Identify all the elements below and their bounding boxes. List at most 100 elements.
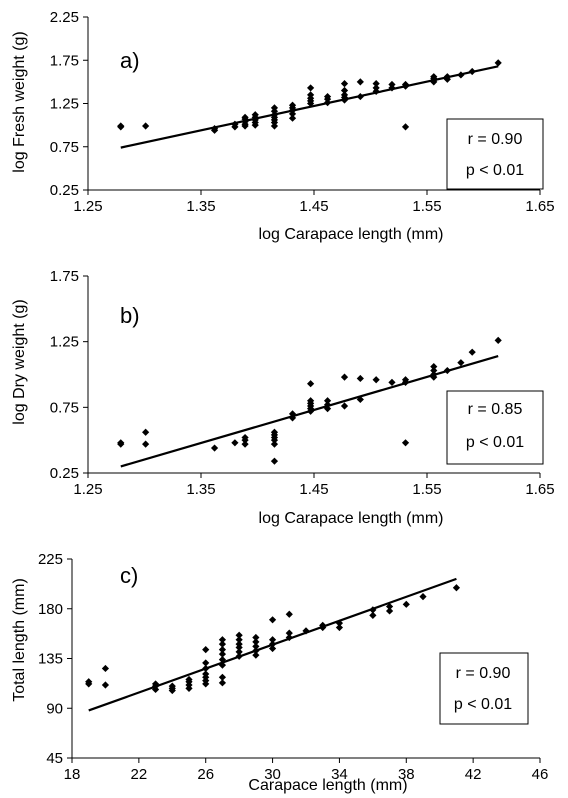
y-tick-label: 135 [38, 651, 63, 668]
data-point [372, 376, 380, 384]
x-tick-label: 22 [131, 766, 148, 783]
data-point [117, 122, 125, 130]
p-value: p < 0.01 [466, 434, 524, 451]
x-tick-label: 46 [532, 766, 549, 783]
data-point [307, 397, 315, 405]
correlation-r: r = 0.90 [456, 665, 511, 682]
x-tick-label: 1.55 [412, 198, 441, 215]
x-tick-label: 1.65 [525, 481, 554, 498]
data-point [452, 584, 461, 592]
panel-b-dry-weight: b) log Dry weight (g) log Carapace lengt… [11, 268, 555, 527]
panel-c-total-length: c) Total length (mm) Carapace length (mm… [11, 551, 548, 794]
data-point [210, 124, 219, 133]
data-point [323, 405, 332, 413]
x-tick-label: 1.45 [299, 481, 328, 498]
data-point [142, 428, 150, 436]
data-point [356, 395, 364, 404]
data-point [268, 640, 277, 648]
x-tick-label: 18 [64, 766, 81, 783]
data-point [251, 111, 259, 119]
data-point [210, 444, 219, 452]
data-point [302, 627, 310, 635]
data-point [340, 402, 349, 410]
data-point [185, 675, 193, 684]
data-point [430, 363, 438, 371]
data-point [419, 592, 427, 601]
data-point [319, 621, 327, 629]
data-point [218, 673, 227, 681]
data-point [231, 439, 239, 447]
panel-label: a) [120, 48, 140, 73]
x-tick-label: 1.35 [186, 198, 215, 215]
data-point [369, 606, 377, 614]
p-value: p < 0.01 [466, 162, 524, 179]
data-point [457, 359, 465, 367]
data-point [252, 642, 260, 650]
data-point [468, 348, 476, 356]
data-point [285, 629, 293, 637]
data-point [202, 646, 210, 654]
data-point [202, 659, 210, 667]
data-point [340, 86, 349, 95]
y-axis-label: Total length (mm) [11, 578, 28, 702]
x-tick-label: 1.65 [525, 198, 554, 215]
data-point [288, 114, 297, 122]
data-point [401, 80, 410, 89]
x-axis-label: log Carapace length (mm) [259, 226, 444, 243]
correlation-r: r = 0.85 [468, 401, 523, 418]
data-point [340, 91, 349, 99]
data-point [142, 440, 150, 448]
data-point [385, 607, 394, 615]
x-axis-label: log Carapace length (mm) [259, 510, 444, 527]
y-tick-label: 0.75 [50, 399, 79, 416]
y-tick-label: 0.25 [50, 182, 79, 199]
data-point [235, 631, 243, 639]
panel-label: c) [120, 563, 138, 588]
x-tick-label: 26 [197, 766, 214, 783]
data-point [285, 633, 293, 642]
data-point [430, 370, 438, 379]
data-point [202, 664, 210, 673]
panel-label: b) [120, 303, 140, 328]
data-point [285, 610, 293, 618]
data-point [401, 123, 410, 131]
data-point [231, 120, 239, 128]
data-point [288, 414, 297, 422]
data-point [323, 397, 332, 405]
data-point [241, 440, 249, 448]
data-point [151, 680, 160, 688]
x-tick-label: 42 [465, 766, 482, 783]
data-point [494, 59, 502, 67]
y-tick-label: 2.25 [50, 9, 79, 26]
data-point [356, 92, 364, 101]
data-point [235, 652, 243, 660]
x-tick-label: 30 [264, 766, 281, 783]
y-tick-label: 0.75 [50, 139, 79, 156]
data-point [388, 80, 396, 89]
data-point [218, 656, 227, 664]
data-point [270, 104, 279, 112]
data-point [235, 648, 243, 656]
data-point [402, 600, 410, 608]
x-tick-label: 1.35 [186, 481, 215, 498]
y-tick-label: 90 [46, 700, 63, 717]
data-point [372, 80, 380, 88]
data-point [307, 380, 315, 388]
y-tick-label: 1.25 [50, 334, 79, 351]
data-point [288, 101, 297, 109]
x-tick-label: 38 [398, 766, 415, 783]
data-point [252, 638, 260, 646]
x-tick-label: 1.55 [412, 481, 441, 498]
data-point [335, 619, 344, 627]
data-point [268, 616, 277, 624]
y-tick-label: 1.25 [50, 96, 79, 113]
p-value: p < 0.01 [454, 696, 512, 713]
x-tick-label: 1.45 [299, 198, 328, 215]
data-point [117, 439, 125, 447]
data-point [218, 679, 227, 687]
data-point [268, 636, 277, 644]
x-axis-label: Carapace length (mm) [248, 777, 407, 794]
data-point [101, 681, 110, 689]
stats-box [439, 652, 529, 725]
data-point [307, 84, 315, 92]
